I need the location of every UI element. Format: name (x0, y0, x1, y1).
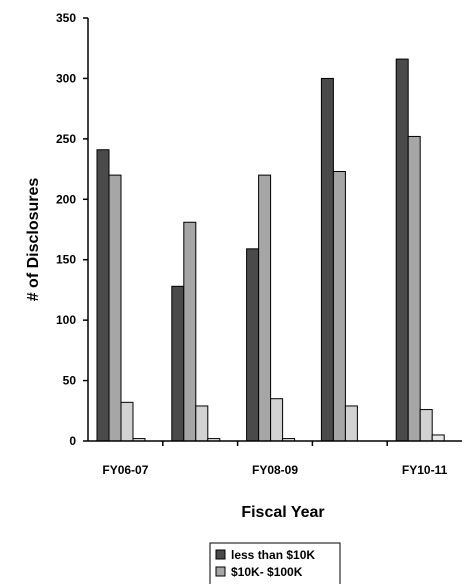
y-tick-label: 200 (56, 192, 76, 206)
x-tick-label: FY08-09 (252, 463, 298, 477)
y-axis-title: # of Disclosures (25, 178, 42, 302)
x-axis-title: Fiscal Year (241, 504, 324, 521)
bar-FY10-11-series-2 (407, 135, 421, 442)
y-tick-label: 50 (63, 374, 77, 388)
bar-FY07-08-series-1 (171, 285, 185, 442)
legend: less than $10K $10K- $100K (209, 542, 341, 584)
bar-FY06-07-series-2 (108, 174, 122, 442)
bar-FY08-09-series-3 (270, 398, 284, 442)
y-tick-label: 100 (56, 313, 76, 327)
bar-FY09-10-series-2 (332, 170, 346, 442)
bar-FY09-10-series-3 (344, 405, 358, 442)
bar-FY10-11-series-3 (419, 409, 433, 442)
y-tick-label: 0 (69, 434, 76, 448)
bar-FY10-11-series-4 (431, 434, 445, 442)
legend-swatch (215, 549, 226, 560)
bar-FY06-07-series-3 (120, 401, 134, 442)
legend-label: less than $10K (231, 548, 315, 562)
y-tick-label: 350 (56, 11, 76, 25)
bar-FY07-08-series-2 (183, 221, 197, 442)
legend-label: $10K- $100K (231, 565, 303, 579)
bar-FY08-09-series-1 (246, 248, 260, 442)
labels-group: 0 50 100 150 200 250 300 350 FY06-07 FY08-09 FY10-… (25, 11, 448, 521)
legend-box (209, 542, 341, 584)
x-tick-label: FY10-11 (402, 463, 448, 477)
y-tick-label: 300 (56, 71, 76, 85)
bar-FY08-09-series-2 (258, 174, 272, 442)
axes-group (83, 17, 462, 446)
bar-FY10-11-series-1 (395, 58, 409, 442)
bar-FY07-08-series-3 (195, 405, 209, 442)
bar-FY09-10-series-1 (320, 77, 334, 442)
bars-group (96, 58, 445, 442)
y-tick-label: 250 (56, 132, 76, 146)
x-tick-label: FY06-07 (102, 463, 148, 477)
legend-swatch (215, 566, 226, 577)
bar-FY06-07-series-1 (96, 149, 110, 442)
y-tick-label: 150 (56, 253, 76, 267)
